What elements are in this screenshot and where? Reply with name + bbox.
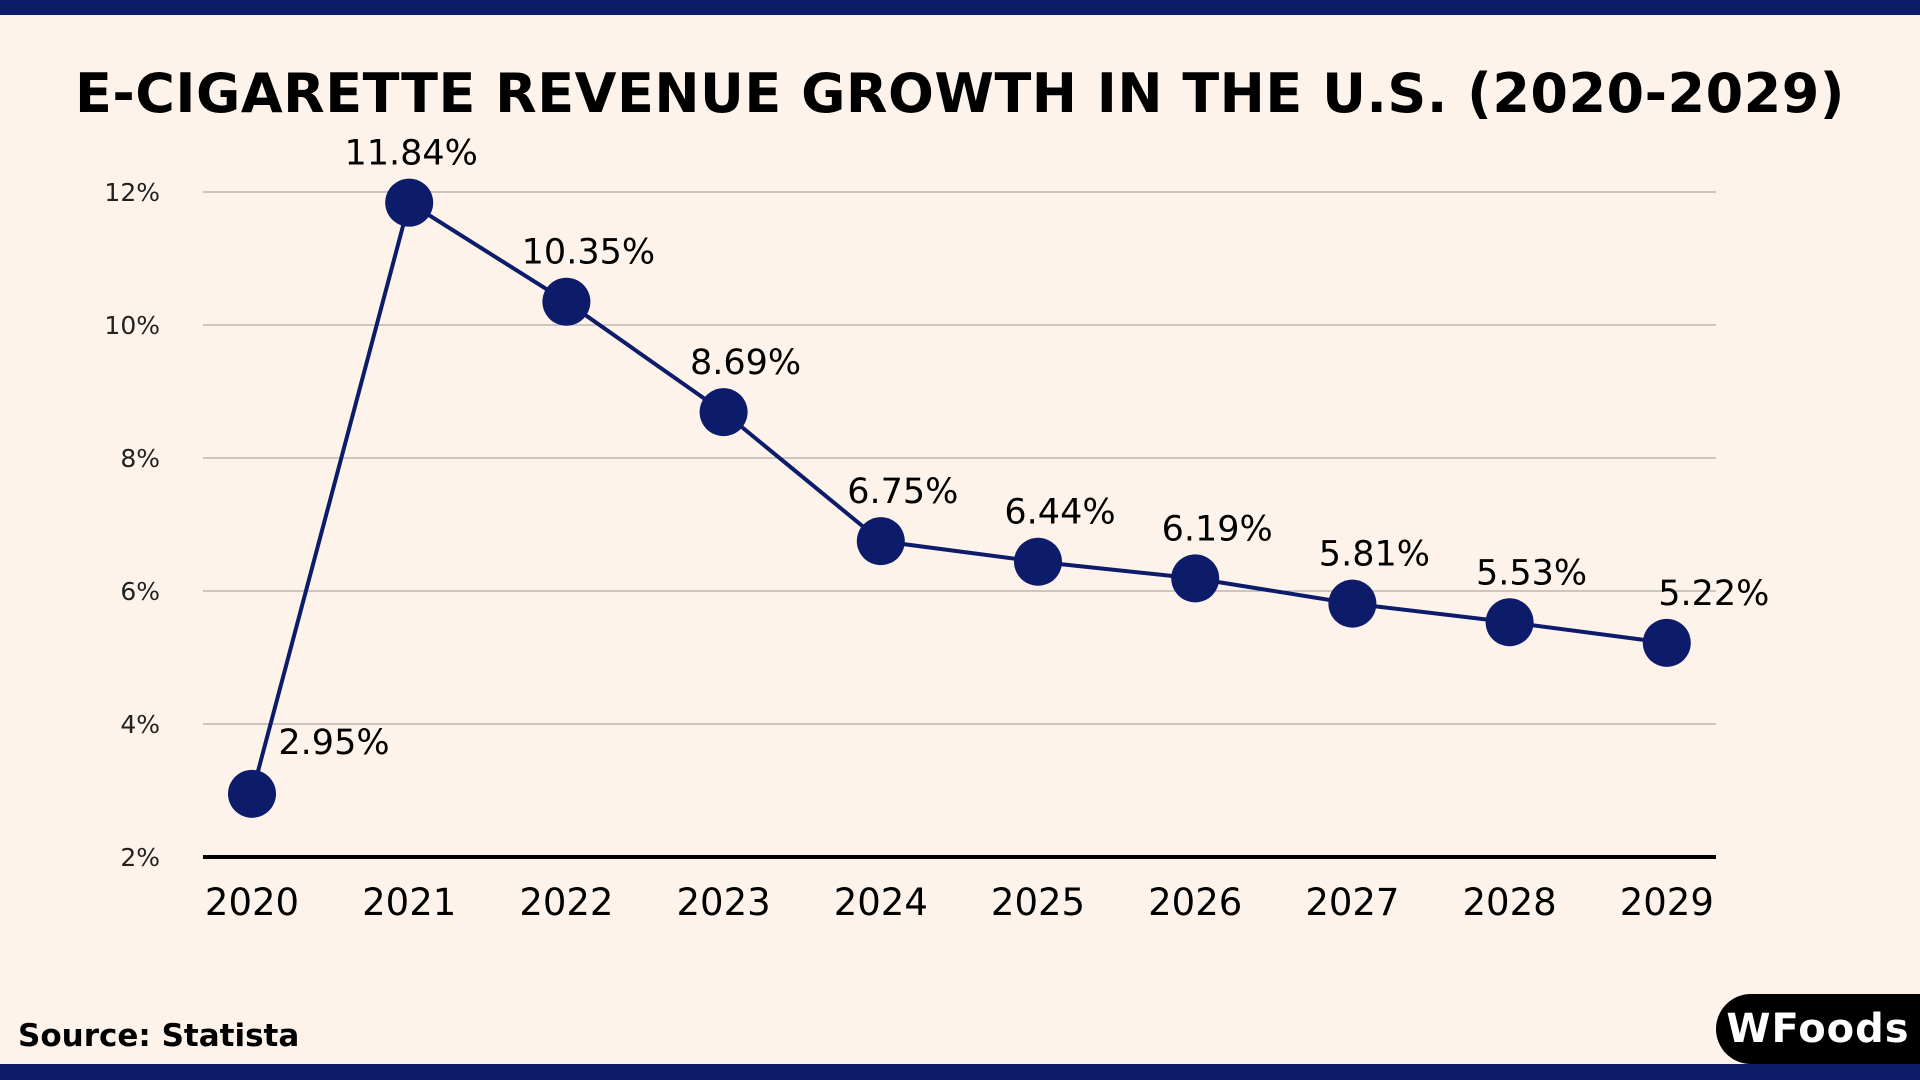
data-point xyxy=(1328,579,1377,628)
data-point xyxy=(385,178,434,227)
y-tick-label: 12% xyxy=(104,178,160,207)
data-point xyxy=(1014,537,1062,586)
data-label: 5.81% xyxy=(1319,535,1430,575)
data-point xyxy=(1485,598,1534,647)
logo-text: WFoods xyxy=(1726,1006,1910,1052)
brand-logo: WFoods xyxy=(1716,994,1920,1064)
data-label: 5.22% xyxy=(1658,574,1769,614)
data-point xyxy=(1171,554,1220,603)
bottom-accent-bar xyxy=(0,1064,1920,1080)
top-accent-bar xyxy=(0,0,1920,15)
data-label: 6.19% xyxy=(1162,509,1273,549)
x-tick-label: 2023 xyxy=(677,881,771,924)
data-label: 6.44% xyxy=(1004,493,1115,533)
data-label: 8.69% xyxy=(690,343,801,383)
y-tick-label: 4% xyxy=(120,710,160,739)
x-tick-label: 2026 xyxy=(1148,881,1242,924)
x-tick-label: 2029 xyxy=(1620,881,1714,924)
chart-title: E-CIGARETTE REVENUE GROWTH IN THE U.S. (… xyxy=(74,62,1845,125)
x-tick-label: 2025 xyxy=(991,881,1085,924)
x-tick-label: 2022 xyxy=(519,881,613,924)
data-point xyxy=(856,517,905,566)
x-tick-label: 2028 xyxy=(1463,881,1557,924)
x-tick-label: 2021 xyxy=(362,881,456,924)
data-label: 11.84% xyxy=(344,134,477,174)
data-label: 2.95% xyxy=(278,723,389,763)
data-point xyxy=(699,388,748,437)
data-label: 10.35% xyxy=(522,233,655,273)
source-note: Source: Statista xyxy=(18,1018,300,1054)
data-label: 5.53% xyxy=(1476,553,1587,593)
data-point xyxy=(1642,618,1691,667)
data-label: 6.75% xyxy=(847,472,958,512)
y-tick-label: 8% xyxy=(120,444,160,473)
y-tick-label: 6% xyxy=(120,577,160,606)
y-tick-label: 10% xyxy=(104,311,160,340)
x-tick-label: 2020 xyxy=(205,881,299,924)
series-line xyxy=(250,199,1668,795)
data-point xyxy=(542,277,591,326)
x-tick-label: 2024 xyxy=(834,881,928,924)
x-tick-label: 2027 xyxy=(1305,881,1399,924)
y-tick-label: 2% xyxy=(120,843,160,872)
data-point xyxy=(228,769,276,818)
